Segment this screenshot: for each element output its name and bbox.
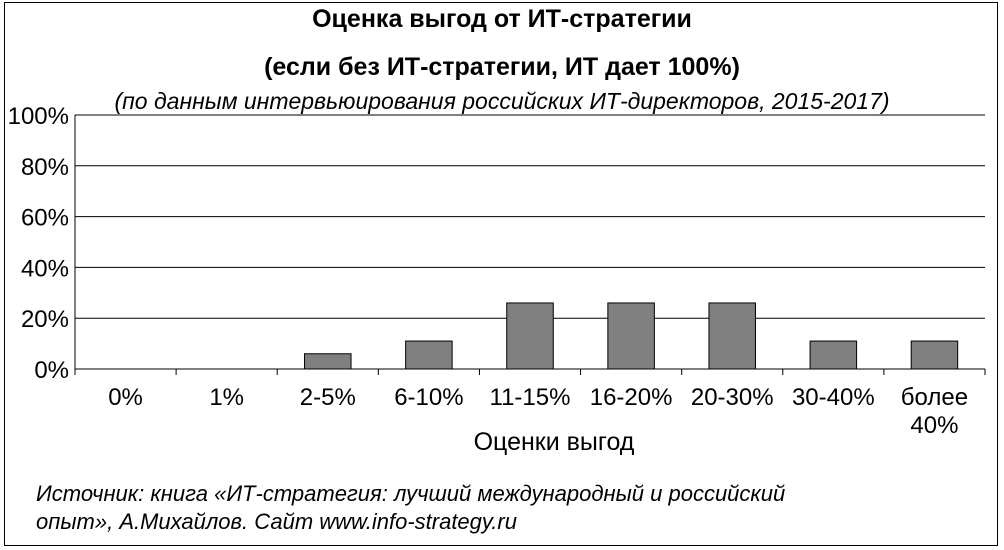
x-axis-label: Оценки выгод xyxy=(474,428,635,456)
chart-frame xyxy=(4,2,998,546)
x-tick-labels: 0% 1% 2-5% 6-10% 11-15% 16-20% 20-30% 30-40% бол… xyxy=(108,384,968,439)
x-tick-label: более 40% xyxy=(901,384,968,439)
y-tick-label: 100% xyxy=(8,103,69,130)
x-tick-label: 30-40% xyxy=(792,384,875,411)
x-tick-label: 11-15% xyxy=(490,384,571,411)
bar xyxy=(910,340,959,370)
axes xyxy=(74,115,986,375)
y-tick-label: 40% xyxy=(21,255,69,282)
source-note: Источник: книга «ИТ-стратегия: лучший ме… xyxy=(36,480,936,536)
y-tick-label: 80% xyxy=(21,154,69,181)
bar xyxy=(607,302,655,370)
y-tick-label: 20% xyxy=(21,306,69,333)
source-line-2: опыт», А.Михайлов. Сайт www.info-strateg… xyxy=(36,509,517,534)
x-tick-label: 2-5% xyxy=(300,384,356,411)
x-tick-label: 20-30% xyxy=(691,384,774,411)
gridlines xyxy=(75,114,985,319)
y-tick-label: 60% xyxy=(21,205,69,232)
x-tick-label: 16-20% xyxy=(590,384,673,411)
x-tick-label: 1% xyxy=(209,384,244,411)
x-tick-label: 0% xyxy=(108,384,143,411)
bar-chart: 0% 20% 40% 60% 80% 100% 0% 1% 2-5% 6-10% 11-15% 16… xyxy=(8,103,986,456)
y-tick-label: 0% xyxy=(34,357,69,384)
chart-title-line2: (если без ИТ-стратегии, ИТ дает 100%) xyxy=(264,53,740,81)
bar xyxy=(809,340,858,370)
y-tick-labels: 0% 20% 40% 60% 80% 100% xyxy=(8,103,69,384)
x-tick-label: 6-10% xyxy=(394,384,463,411)
bar xyxy=(506,302,554,370)
bar xyxy=(405,340,453,370)
source-line-1: Источник: книга «ИТ-стратегия: лучший ме… xyxy=(36,481,786,506)
bars xyxy=(304,302,959,370)
chart-title: Оценка выгод от ИТ-стратегии xyxy=(312,5,692,33)
chart-subtitle: (по данным интервьюирования российских И… xyxy=(114,88,890,114)
bar xyxy=(304,353,352,370)
bar xyxy=(708,302,756,370)
